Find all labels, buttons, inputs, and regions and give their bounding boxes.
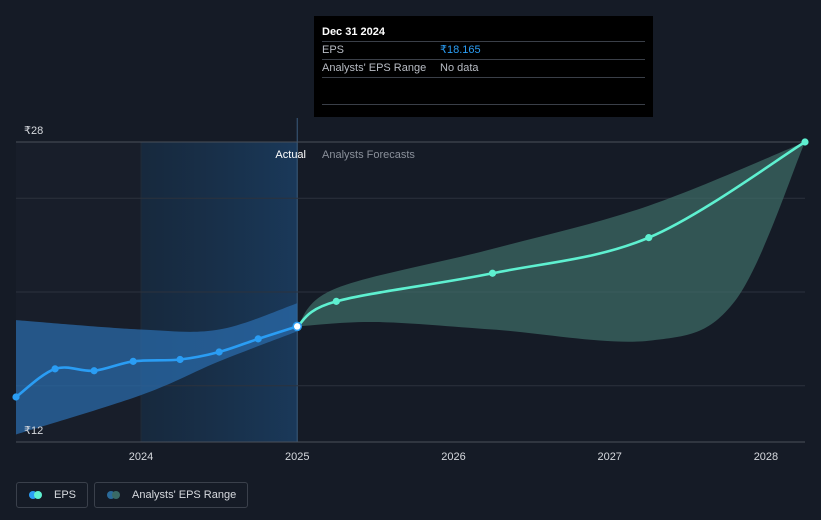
range-bands	[16, 142, 805, 435]
legend-eps-swatch-icon	[29, 491, 45, 499]
tooltip-eps-value: ₹18.165	[440, 44, 481, 56]
legend: EPS Analysts' EPS Range	[16, 482, 249, 508]
legend-eps-label: EPS	[54, 489, 77, 501]
actual-eps-point	[129, 357, 137, 365]
tooltip-row-range: Analysts' EPS Range No data	[322, 60, 645, 78]
x-tick-label-2027: 2027	[597, 451, 621, 463]
x-tick-label-2024: 2024	[129, 451, 153, 463]
actual-eps-point	[215, 348, 223, 356]
tooltip: Dec 31 2024 EPS ₹18.165 Analysts' EPS Ra…	[314, 16, 653, 117]
forecast-eps-point	[801, 138, 809, 146]
legend-range-label: Analysts' EPS Range	[132, 489, 237, 501]
legend-range-swatch-icon	[107, 491, 123, 499]
axis-labels: ₹28 ₹12 2024 2025 2026 2027 2028 Actual …	[24, 125, 778, 463]
actual-eps-point	[90, 367, 98, 375]
forecast-eps-point	[645, 234, 653, 242]
y-tick-label-bottom: ₹12	[24, 425, 43, 437]
tooltip-row-eps: EPS ₹18.165	[322, 42, 645, 60]
legend-item-eps[interactable]: EPS	[16, 482, 89, 508]
x-tick-label-2025: 2025	[285, 451, 309, 463]
actual-eps-point	[12, 393, 20, 401]
forecast-eps-point	[332, 297, 340, 305]
tooltip-range-value: No data	[440, 62, 479, 74]
actual-eps-point	[51, 365, 59, 373]
actual-eps-point	[292, 321, 302, 332]
tooltip-date: Dec 31 2024	[322, 24, 645, 42]
actual-eps-point	[176, 355, 184, 364]
tooltip-spacer	[322, 78, 645, 105]
forecast-range-band	[297, 142, 805, 342]
tooltip-range-label: Analysts' EPS Range	[322, 62, 427, 74]
actual-eps-point	[254, 335, 262, 343]
x-tick-label-2026: 2026	[441, 451, 465, 463]
actual-section-label: Actual	[275, 149, 306, 161]
legend-item-range[interactable]: Analysts' EPS Range	[94, 482, 249, 508]
x-tick-label-2028: 2028	[754, 451, 778, 463]
forecast-eps-point	[488, 269, 497, 277]
tooltip-eps-label: EPS	[322, 44, 345, 56]
actual-range-band	[16, 303, 298, 435]
forecast-section-label: Analysts Forecasts	[322, 149, 415, 161]
series-points[interactable]	[12, 138, 809, 401]
y-tick-label-top: ₹28	[24, 125, 43, 137]
